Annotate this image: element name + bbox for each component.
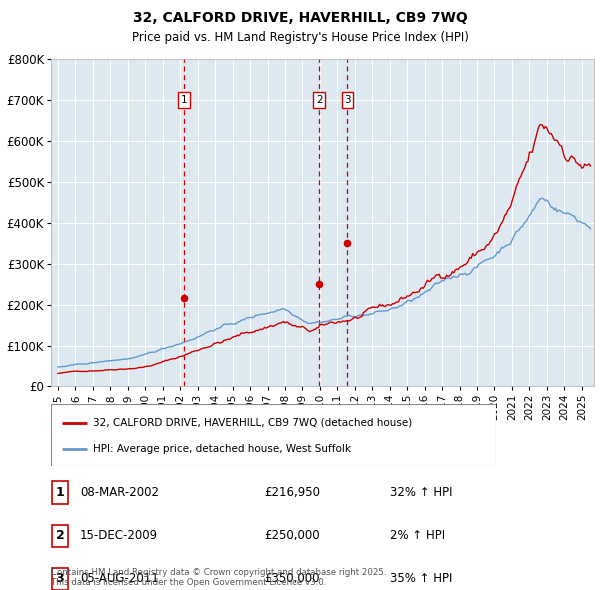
Text: 15-DEC-2009: 15-DEC-2009: [80, 529, 158, 542]
Text: 1: 1: [181, 95, 187, 105]
Text: 08-MAR-2002: 08-MAR-2002: [80, 486, 159, 499]
Text: 2: 2: [56, 529, 64, 542]
Text: 32% ↑ HPI: 32% ↑ HPI: [390, 486, 452, 499]
Text: 32, CALFORD DRIVE, HAVERHILL, CB9 7WQ (detached house): 32, CALFORD DRIVE, HAVERHILL, CB9 7WQ (d…: [93, 418, 413, 428]
Text: 2: 2: [316, 95, 322, 105]
Text: 35% ↑ HPI: 35% ↑ HPI: [390, 572, 452, 585]
Text: £350,000: £350,000: [264, 572, 320, 585]
Text: HPI: Average price, detached house, West Suffolk: HPI: Average price, detached house, West…: [93, 444, 351, 454]
Text: Contains HM Land Registry data © Crown copyright and database right 2025.: Contains HM Land Registry data © Crown c…: [51, 568, 386, 577]
Text: £250,000: £250,000: [264, 529, 320, 542]
Text: 2% ↑ HPI: 2% ↑ HPI: [390, 529, 445, 542]
Text: Price paid vs. HM Land Registry's House Price Index (HPI): Price paid vs. HM Land Registry's House …: [131, 31, 469, 44]
Text: 1: 1: [56, 486, 64, 499]
Text: 3: 3: [344, 95, 351, 105]
Text: 3: 3: [56, 572, 64, 585]
Text: £216,950: £216,950: [264, 486, 320, 499]
Text: This data is licensed under the Open Government Licence v3.0.: This data is licensed under the Open Gov…: [51, 578, 326, 586]
Text: 32, CALFORD DRIVE, HAVERHILL, CB9 7WQ: 32, CALFORD DRIVE, HAVERHILL, CB9 7WQ: [133, 11, 467, 25]
Text: 05-AUG-2011: 05-AUG-2011: [80, 572, 158, 585]
